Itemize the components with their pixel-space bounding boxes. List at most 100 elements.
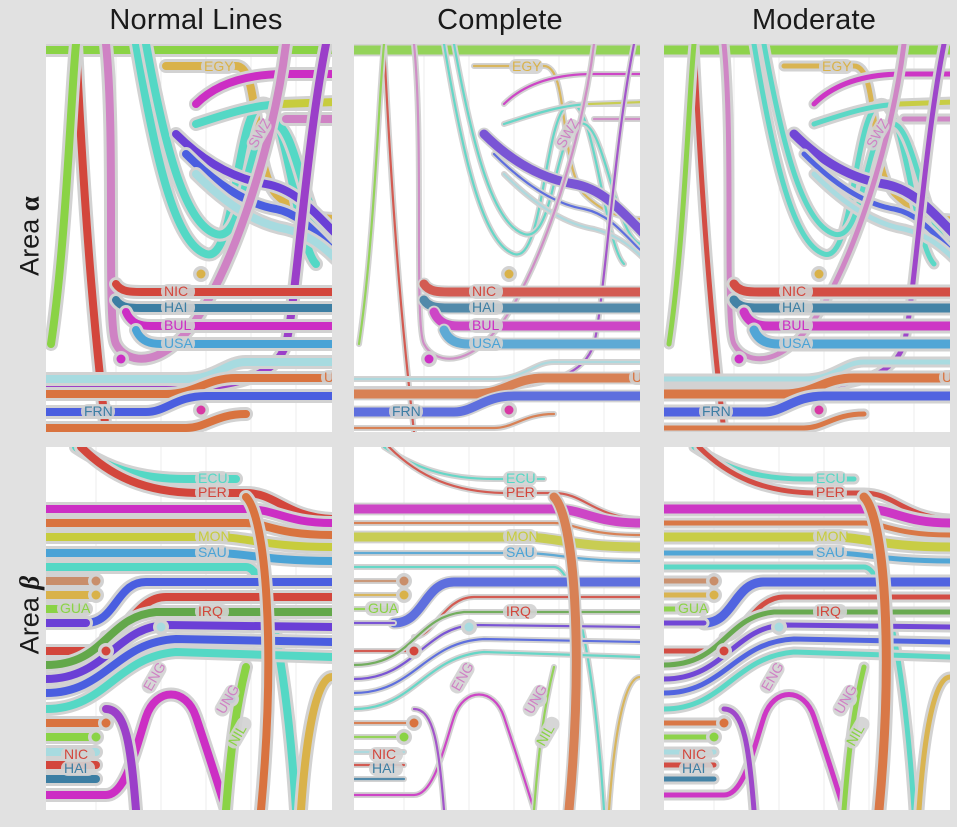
dot-pale-b <box>464 622 474 632</box>
line-purple-drop <box>411 706 447 810</box>
label-frn-bg <box>81 404 115 419</box>
label-irq: IRQ <box>198 603 223 619</box>
label-swz-bg <box>554 118 580 151</box>
label-nic-bg <box>469 284 503 299</box>
line-blue-a <box>179 147 332 260</box>
label-gua: GUA <box>60 600 91 616</box>
label-hai-b: HAI <box>64 760 87 776</box>
label-nic-bg <box>161 284 195 299</box>
line-u <box>354 371 640 401</box>
dot-lime-b <box>709 732 719 742</box>
column-title-normal-lines: Normal Lines <box>109 4 283 36</box>
line-orange-low <box>664 408 870 432</box>
line-frn <box>664 388 950 420</box>
label-irq-bg <box>503 604 537 619</box>
label-sau-bg <box>503 545 537 560</box>
line-magenta-loop <box>354 691 537 810</box>
line-blue-b2 <box>664 633 950 699</box>
line-purple-drop <box>99 702 143 810</box>
line-hai <box>726 292 950 316</box>
label-u: U <box>942 369 950 385</box>
dot-magenta <box>116 354 126 364</box>
line-green-b <box>354 609 640 668</box>
dot-gold-b <box>709 590 719 600</box>
label-hai: HAI <box>782 299 805 315</box>
label-gua-bg <box>365 601 399 616</box>
label-irq: IRQ <box>816 603 841 619</box>
label-swz-bg <box>246 118 272 151</box>
label-eng-bg <box>759 661 785 694</box>
label-frn: FRN <box>392 403 421 419</box>
line-pale <box>808 168 950 263</box>
label-sau: SAU <box>198 544 227 560</box>
dot-gold-b <box>91 590 101 600</box>
label-egy-bg <box>509 59 543 74</box>
label-eng-bg <box>141 661 167 694</box>
line-magenta-loop <box>664 689 850 810</box>
line-mon <box>354 530 640 554</box>
label-bul: BUL <box>782 317 809 333</box>
line-usa <box>746 322 950 352</box>
label-hai-b-bg <box>679 761 713 776</box>
line-orange-b <box>354 520 640 538</box>
label-bul: BUL <box>164 317 191 333</box>
label-hai-bg <box>161 300 195 315</box>
line-u <box>46 371 332 401</box>
label-mon: MON <box>506 528 539 544</box>
label-ung-bg <box>832 684 858 717</box>
line-magenta-loop <box>46 687 233 810</box>
label-mon: MON <box>198 528 231 544</box>
label-egy: EGY <box>512 58 542 74</box>
line-lav-vert <box>99 44 293 366</box>
line-pale-low <box>46 355 332 386</box>
label-sau: SAU <box>506 544 535 560</box>
label-nic: NIC <box>472 283 496 299</box>
line-orange-drop <box>856 489 894 810</box>
panel-alpha-moderate: NIC HAI BUL USA FRN EGY SWZ U <box>664 44 950 432</box>
label-u: U <box>632 369 640 385</box>
line-violet <box>477 127 640 239</box>
label-u-bg <box>321 370 332 385</box>
label-irq: IRQ <box>506 603 531 619</box>
line-frn <box>46 389 332 419</box>
label-frn-bg <box>699 404 733 419</box>
line-olive-top <box>893 96 950 110</box>
dot-red-b <box>409 646 419 656</box>
line-orange-low <box>354 411 557 431</box>
label-mon-bg <box>503 529 537 544</box>
label-gua-bg <box>57 601 91 616</box>
label-nil-bg <box>226 716 252 749</box>
label-mon-bg <box>813 529 847 544</box>
label-ecu-bg <box>813 471 847 486</box>
line-sau <box>664 547 950 567</box>
line-hai <box>417 293 640 315</box>
label-hai-b: HAI <box>372 760 395 776</box>
line-blue-b2 <box>354 636 640 696</box>
line-teal-b2 <box>664 646 950 715</box>
label-usa-bg <box>161 336 195 351</box>
line-violet <box>169 127 332 240</box>
label-sau-bg <box>813 545 847 560</box>
label-u-bg <box>939 370 950 385</box>
dot-gold <box>504 269 514 279</box>
label-bul-bg <box>779 318 813 333</box>
line-lime-vert <box>664 44 700 350</box>
line-green-b <box>664 606 950 671</box>
label-u-bg <box>629 370 640 385</box>
label-ecu: ECU <box>198 470 228 486</box>
label-hai-b-bg <box>369 761 403 776</box>
label-per: PER <box>198 484 227 500</box>
line-orange-drop <box>239 490 276 810</box>
row-title-area-alpha: Area α <box>14 196 45 276</box>
label-irq-bg <box>195 604 229 619</box>
panel-beta-moderate: ECU PER MON SAU GUA IRQ NIC HAI ENG UNG NIL <box>664 447 950 810</box>
label-sau: SAU <box>816 544 845 560</box>
line-nic <box>726 276 950 300</box>
line-pale <box>189 167 332 265</box>
label-ecu-bg <box>195 471 229 486</box>
label-mon-bg <box>195 529 229 544</box>
line-gold-drop <box>294 670 332 810</box>
dot-orange-b <box>409 718 419 728</box>
